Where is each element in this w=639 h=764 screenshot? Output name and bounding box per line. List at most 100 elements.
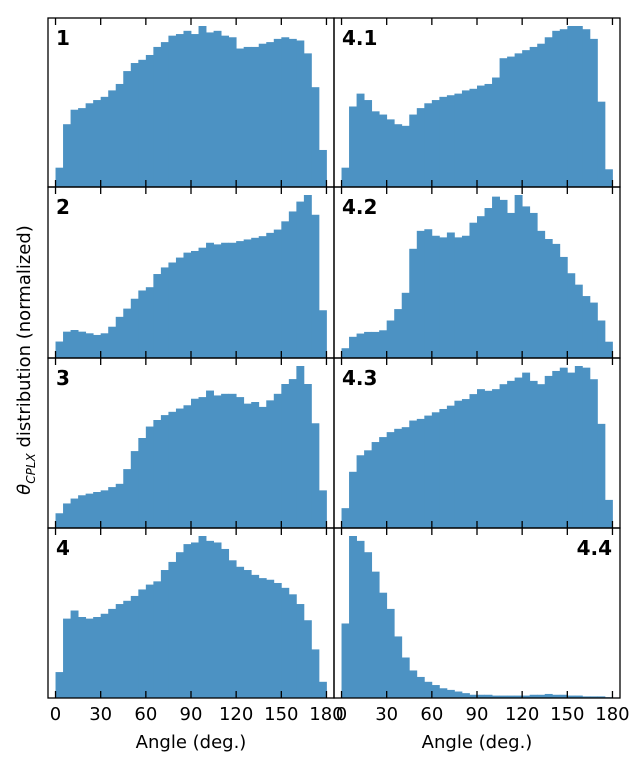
histogram-bar <box>311 423 320 528</box>
histogram-bar <box>145 426 154 528</box>
y-axis-title-subscript: CPLX <box>24 453 38 484</box>
histogram-bar <box>168 561 177 698</box>
histogram-bar <box>446 689 455 698</box>
histogram-bar <box>507 212 516 358</box>
histogram-bar <box>130 595 139 698</box>
histogram-bar <box>394 636 403 698</box>
histogram-bar <box>454 237 463 358</box>
histogram-bar <box>394 124 403 187</box>
histogram-bar <box>213 30 222 187</box>
histogram-bar <box>424 229 433 358</box>
y-axis-title-text: distribution (normalized) <box>14 225 35 453</box>
histogram-bar <box>266 232 275 358</box>
histogram-bar <box>522 372 531 528</box>
histogram-bar <box>153 420 162 528</box>
histogram-bar <box>589 379 598 528</box>
histogram-bar <box>349 336 357 358</box>
histogram-bar <box>461 693 470 698</box>
histogram-bar <box>552 370 561 528</box>
histogram-bar <box>251 402 260 528</box>
panel-label: 4.1 <box>342 26 377 50</box>
x-tick-label: 0 <box>50 704 61 725</box>
histogram-bar <box>100 96 109 187</box>
histogram-bar <box>499 199 508 358</box>
histogram-bar <box>477 216 485 358</box>
histogram-bar <box>567 372 576 528</box>
histogram-bar <box>221 548 230 698</box>
histogram-bar <box>115 316 124 358</box>
histogram-bar <box>168 411 177 528</box>
histogram-bar <box>597 423 606 528</box>
histogram-bar <box>431 100 440 187</box>
histogram-bar <box>138 290 147 358</box>
histogram-bar <box>409 670 418 698</box>
histogram-bar <box>469 694 478 698</box>
histogram-bar <box>228 393 237 528</box>
histogram-bar <box>559 256 568 358</box>
histogram-bar <box>55 341 64 358</box>
histogram-bar <box>401 125 410 187</box>
histogram-bar <box>514 195 523 358</box>
histogram-bar <box>424 681 433 698</box>
histogram-bar <box>93 334 102 358</box>
histogram-bar <box>221 393 230 528</box>
histogram-bar <box>85 493 94 528</box>
histogram-bar <box>341 167 350 187</box>
histogram-bar <box>477 85 485 187</box>
histogram-bar <box>356 540 365 698</box>
histogram-bar <box>318 149 327 187</box>
histogram-bar <box>582 696 591 698</box>
histogram-bar <box>522 695 531 698</box>
histogram-bar <box>198 247 207 358</box>
histogram-bar <box>394 428 403 528</box>
x-tick-label: 30 <box>375 704 398 725</box>
histogram-bar <box>439 237 448 358</box>
histogram-bar <box>108 90 117 187</box>
histogram-bar <box>130 451 139 528</box>
histogram-bar <box>514 53 523 188</box>
histogram-bar <box>70 610 79 698</box>
histogram-bar <box>461 235 470 358</box>
histogram-bar <box>514 695 523 698</box>
histogram-bar <box>130 298 139 358</box>
svg-text:θCPLX distribution (normalized: θCPLX distribution (normalized) <box>14 225 38 495</box>
histogram-bar <box>206 390 214 528</box>
histogram-bar <box>318 490 327 528</box>
histogram-bar <box>341 623 350 698</box>
x-tick-label: 180 <box>595 704 629 725</box>
histogram-bar <box>424 415 433 528</box>
histogram-bar <box>379 114 388 187</box>
histogram-bar <box>379 330 388 358</box>
x-tick-label: 150 <box>264 704 298 725</box>
histogram-bar <box>574 26 583 187</box>
histogram-bar <box>597 320 606 358</box>
histogram-bar <box>213 542 222 698</box>
histogram-bar <box>243 239 252 358</box>
histogram-bar <box>206 540 214 698</box>
histogram-bar <box>236 241 245 358</box>
histogram-bar <box>431 412 440 528</box>
histogram-bar <box>574 366 583 528</box>
histogram-bar <box>529 694 538 698</box>
histogram-bar <box>100 613 109 698</box>
histogram-bar <box>123 71 132 187</box>
histogram-bar <box>221 242 230 358</box>
histogram-bar <box>522 206 531 358</box>
histogram-bar <box>544 375 553 528</box>
histogram-bar <box>401 427 410 528</box>
histogram-bar <box>251 574 260 698</box>
histogram-bar <box>115 483 124 528</box>
histogram-bar <box>108 326 117 358</box>
histogram-bar <box>85 333 94 358</box>
histogram-bar <box>446 95 455 187</box>
histogram-bar <box>78 495 87 528</box>
panel-4-4: 4.4 0 30 60 90 120 150 180 Angle (deg.) <box>333 527 630 753</box>
histogram-bar <box>243 403 252 528</box>
histogram-bar <box>544 693 553 698</box>
histogram-bar <box>266 400 275 528</box>
histogram-bar <box>477 694 485 698</box>
histogram-bar <box>258 406 267 528</box>
histogram-bar <box>416 418 425 528</box>
histogram-bar <box>228 560 237 698</box>
histogram-bar <box>461 399 470 528</box>
